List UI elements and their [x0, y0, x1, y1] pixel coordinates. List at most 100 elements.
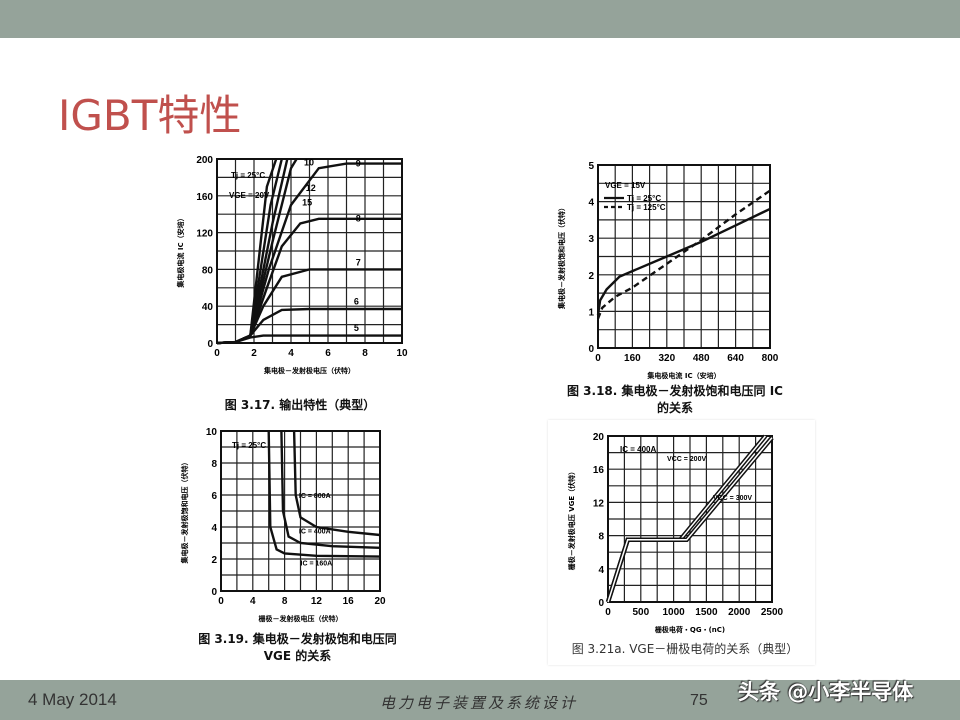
y-tick-label: 160: [196, 192, 213, 203]
annotation: IC = 400A: [620, 445, 656, 454]
data-label: IC = 160A: [301, 560, 333, 567]
series-line: [216, 158, 278, 345]
x-tick-label: 320: [658, 353, 675, 364]
watermark: 头条 @小李半导体: [738, 680, 914, 704]
y-tick-label: 3: [588, 234, 594, 245]
footer-course: 电力电子装置及系统设计: [380, 694, 579, 712]
y-tick-label: 0: [598, 598, 604, 609]
x-axis-label: 栅极－发射极电压（伏特）: [259, 614, 343, 623]
plot-frame: [216, 158, 403, 344]
y-tick-label: 4: [598, 565, 604, 576]
data-label: 5: [354, 323, 359, 333]
y-tick-label: 80: [202, 265, 214, 276]
chart-2: 0 4 8 12 16 20 0 2 4 6 8 10 栅极－发射极电压（伏特） 集电极－发射极饱和电压（…: [180, 427, 386, 623]
annotation: Tj = 25°C: [231, 171, 265, 180]
x-tick-label: 0: [214, 348, 220, 359]
x-tick-label: 8: [282, 596, 288, 607]
y-tick-label: 8: [598, 532, 604, 543]
y-tick-label: 20: [593, 432, 605, 443]
x-tick-label: 1000: [662, 607, 685, 618]
data-label: VCC = 200V: [667, 456, 706, 463]
x-tick-label: 20: [374, 596, 386, 607]
legend-label: Tj = 125°C: [627, 203, 666, 212]
x-axis-label: 集电极电流 IC（安培）: [646, 371, 720, 380]
y-tick-label: 0: [207, 339, 213, 350]
data-label: VCC = 300V: [713, 495, 752, 502]
slide-title: IGBT特性: [58, 91, 242, 140]
annotation: VGE = 15V: [605, 181, 646, 190]
y-tick-label: 6: [211, 491, 217, 502]
x-tick-label: 4: [250, 596, 256, 607]
data-label: 7: [356, 258, 361, 268]
x-tick-label: 12: [311, 596, 323, 607]
x-tick-label: 16: [343, 596, 355, 607]
x-tick-label: 4: [288, 348, 294, 359]
x-tick-label: 640: [727, 353, 744, 364]
footer-page-number: 75: [690, 692, 708, 709]
y-tick-label: 5: [588, 161, 594, 172]
y-tick-label: 12: [593, 498, 605, 509]
series-line: [596, 207, 771, 316]
x-tick-label: 500: [632, 607, 649, 618]
x-tick-label: 0: [605, 607, 611, 618]
data-label: 10: [304, 157, 314, 167]
series-line: [267, 430, 381, 558]
y-tick-label: 16: [593, 465, 605, 476]
y-tick-label: 2: [211, 555, 217, 566]
y-tick-label: 4: [211, 523, 217, 534]
plot-frame: [220, 430, 381, 592]
data-label: IC = 400A: [299, 528, 331, 535]
x-tick-label: 2: [251, 348, 257, 359]
x-tick-label: 0: [218, 596, 224, 607]
caption-fig-3-19: 图 3.19. 集电极－发射极饱和电压同 VGE 的关系: [198, 632, 397, 663]
y-tick-label: 120: [196, 229, 213, 240]
series-line: [280, 430, 381, 549]
x-tick-label: 6: [325, 348, 331, 359]
y-axis-label: 集电极电流 IC（安培）: [176, 214, 185, 288]
caption-fig-3-18: 图 3.18. 集电极－发射极饱和电压同 IC 的关系: [567, 384, 783, 415]
chart-3: 0 500 1000 1500 2000 2500 0 4 8 12 16 20 栅极电荷・QG・(nC…: [567, 432, 784, 634]
y-tick-label: 4: [588, 198, 594, 209]
x-tick-label: 800: [762, 353, 779, 364]
caption-fig-3-21a: 图 3.21a. VGE－栅极电荷的关系（典型）: [571, 642, 799, 656]
x-tick-label: 8: [362, 348, 368, 359]
figure-panel-background: [548, 420, 815, 665]
x-tick-label: 480: [693, 353, 710, 364]
x-axis-label: 栅极电荷・QG・(nC): [655, 625, 725, 634]
data-label: 8: [356, 214, 361, 224]
caption-fig-3-17: 图 3.17. 输出特性（典型）: [224, 398, 376, 412]
plot-frame: [607, 435, 773, 603]
series-line: [596, 189, 771, 320]
series-line-inner: [607, 437, 773, 603]
data-label: 15: [302, 197, 312, 207]
series-line: [292, 430, 381, 537]
y-axis-label: 集电极－发射极饱和电压（伏特）: [180, 459, 189, 565]
chart-1: 0 160 320 480 640 800 0 1 2 3 4 5 集电极电流 IC（安培） 集电极－发射…: [557, 161, 779, 380]
data-label: 12: [306, 183, 316, 193]
y-tick-label: 1: [588, 307, 594, 318]
chart-0: 0 2 4 6 8 10 0 40 80 120 160 200 集电极－发射极电压（伏特） 集电极电流 …: [176, 155, 408, 375]
x-tick-label: 2500: [761, 607, 784, 618]
y-tick-label: 0: [588, 344, 594, 355]
y-tick-label: 2: [588, 271, 594, 282]
annotation: Tj = 25°C: [232, 441, 266, 450]
legend-label: Tj = 25°C: [627, 194, 661, 203]
annotation: VGE = 20V: [229, 191, 270, 200]
x-tick-label: 1500: [695, 607, 718, 618]
y-tick-label: 200: [196, 155, 213, 166]
bottom-bar: [0, 680, 960, 720]
y-tick-label: 0: [211, 587, 217, 598]
data-label: 6: [354, 296, 359, 306]
y-axis-label: 栅极－发射极电压 VGE（伏特）: [567, 468, 576, 570]
y-tick-label: 10: [206, 427, 218, 438]
footer-date: 4 May 2014: [28, 690, 117, 709]
y-tick-label: 8: [211, 459, 217, 470]
plot-frame: [597, 164, 771, 349]
y-axis-label: 集电极－发射极饱和电压（伏特）: [557, 204, 566, 310]
data-label: IC = 800A: [299, 493, 331, 500]
y-tick-label: 40: [202, 302, 214, 313]
data-label: 9: [356, 158, 361, 168]
top-bar: [0, 0, 960, 38]
x-tick-label: 2000: [728, 607, 751, 618]
